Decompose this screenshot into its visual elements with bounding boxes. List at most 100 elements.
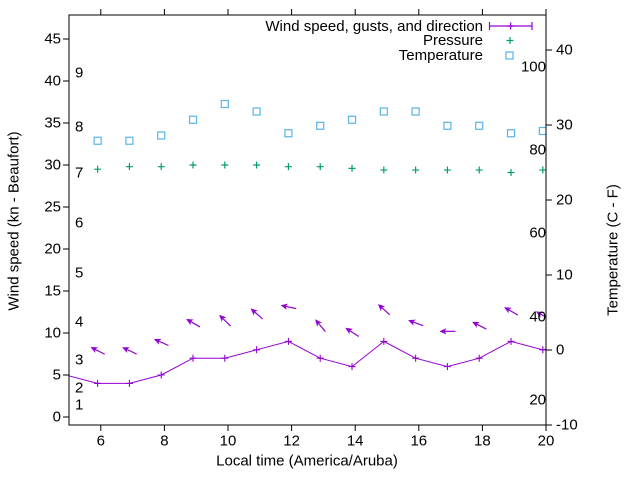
gust-direction-arrow <box>439 328 456 335</box>
y-axis-label-right: Temperature (C - F) <box>604 184 622 316</box>
y-axis-label-left: Wind speed (kn - Beaufort) <box>5 131 23 311</box>
celsius-tick-label: 0 <box>556 341 565 359</box>
wind-speed-point <box>539 346 546 354</box>
temperature-point <box>93 136 102 145</box>
temperature-point <box>411 107 420 116</box>
beaufort-tick-label: 7 <box>75 164 84 182</box>
kn-tick-label: 5 <box>52 366 61 384</box>
temperature-point <box>284 129 293 138</box>
wind-speed-point <box>571 338 578 345</box>
gust-direction-arrow <box>315 319 326 332</box>
gust-direction-arrow <box>472 321 487 330</box>
wind-speed-point <box>284 337 292 345</box>
gust-direction-arrow <box>219 314 231 327</box>
gust-direction-arrow <box>535 311 546 320</box>
celsius-tick-label: 40 <box>556 41 573 59</box>
wind-speed-point <box>475 354 483 362</box>
x-tick-label: 14 <box>346 432 364 450</box>
x-axis-label: Local time (America/Aruba) <box>216 452 398 470</box>
celsius-tick-label: 20 <box>556 191 573 209</box>
temperature-point <box>252 107 261 116</box>
gust-direction-arrow <box>345 327 360 338</box>
beaufort-tick-label: 8 <box>75 118 84 136</box>
beaufort-tick-label: 3 <box>75 351 84 369</box>
fahrenheit-tick-label: 20 <box>529 391 546 409</box>
pressure-point <box>507 169 515 177</box>
fahrenheit-tick-label: 100 <box>520 58 546 76</box>
temperature-point <box>316 121 325 130</box>
beaufort-tick-label: 4 <box>75 313 84 331</box>
gust-direction-arrow <box>280 303 297 310</box>
temperature-point <box>125 136 134 145</box>
kn-tick-label: 30 <box>44 156 61 174</box>
wind-speed-point <box>507 337 515 345</box>
wind-speed-point <box>125 379 133 387</box>
plot-border <box>68 14 547 426</box>
celsius-tick-label: 10 <box>556 266 573 284</box>
gust-direction-arrow <box>377 304 391 316</box>
gust-direction-arrow <box>408 319 424 327</box>
temperature-point <box>347 115 357 124</box>
kn-tick-label: 45 <box>44 30 61 48</box>
pressure-point <box>475 166 483 174</box>
legend-sample-pressure <box>506 37 514 44</box>
pressure-point <box>189 161 197 169</box>
pressure-point <box>380 166 388 174</box>
x-tick-label: 18 <box>474 432 491 450</box>
pressure-point <box>125 163 133 171</box>
gust-direction-arrow <box>504 307 519 316</box>
temperature-point <box>443 121 452 130</box>
celsius-tick-label: -10 <box>556 416 578 434</box>
temperature-point <box>475 121 484 130</box>
kn-tick-label: 0 <box>52 408 61 426</box>
wind-speed-point <box>221 354 229 362</box>
kn-tick-label: 35 <box>44 114 61 132</box>
wind-speed-point <box>380 337 388 345</box>
pressure-point <box>284 163 292 171</box>
gust-direction-arrow <box>122 347 137 355</box>
x-tick-label: 8 <box>160 432 169 450</box>
temperature-point <box>220 99 229 109</box>
beaufort-tick-label: 5 <box>75 264 84 282</box>
fahrenheit-tick-label: 40 <box>529 308 546 326</box>
pressure-point <box>157 163 165 171</box>
legend-sample-wind <box>488 22 533 30</box>
kn-tick-label: 10 <box>44 324 61 342</box>
gust-direction-arrow <box>153 338 169 347</box>
pressure-point <box>412 166 420 174</box>
wind-speed-point <box>253 346 261 354</box>
x-tick-label: 6 <box>96 432 105 450</box>
wind-speed-point <box>316 354 324 362</box>
beaufort-tick-label: 6 <box>75 214 84 232</box>
pressure-point <box>316 163 324 171</box>
x-tick-label: 20 <box>537 432 555 450</box>
kn-tick-label: 15 <box>44 282 61 300</box>
kn-tick-label: 40 <box>44 72 61 90</box>
wind-speed-point <box>94 379 102 387</box>
fahrenheit-tick-label: 80 <box>529 141 546 159</box>
wind-speed-line <box>69 340 546 384</box>
kn-tick-label: 20 <box>44 240 61 258</box>
x-tick-label: 12 <box>283 432 300 450</box>
legend-item-wind: Wind speed, gusts, and direction <box>265 18 483 35</box>
pressure-point <box>348 164 356 172</box>
temperature-point <box>379 107 388 116</box>
fahrenheit-tick-label: 60 <box>529 224 546 242</box>
beaufort-tick-label: 1 <box>75 396 84 414</box>
wind-speed-point <box>189 354 197 362</box>
pressure-point <box>94 165 102 173</box>
pressure-point <box>221 161 229 169</box>
temperature-point <box>188 115 198 124</box>
kn-tick-label: 25 <box>44 198 61 216</box>
celsius-tick-label: 30 <box>556 116 573 134</box>
beaufort-tick-label: 2 <box>75 379 84 397</box>
pressure-point <box>253 161 261 169</box>
x-tick-label: 10 <box>219 432 237 450</box>
wind-speed-point <box>348 363 356 371</box>
temperature-point <box>157 131 166 140</box>
wind-speed-point <box>443 363 451 371</box>
gust-direction-arrow <box>186 318 201 328</box>
series-layer <box>69 99 578 387</box>
